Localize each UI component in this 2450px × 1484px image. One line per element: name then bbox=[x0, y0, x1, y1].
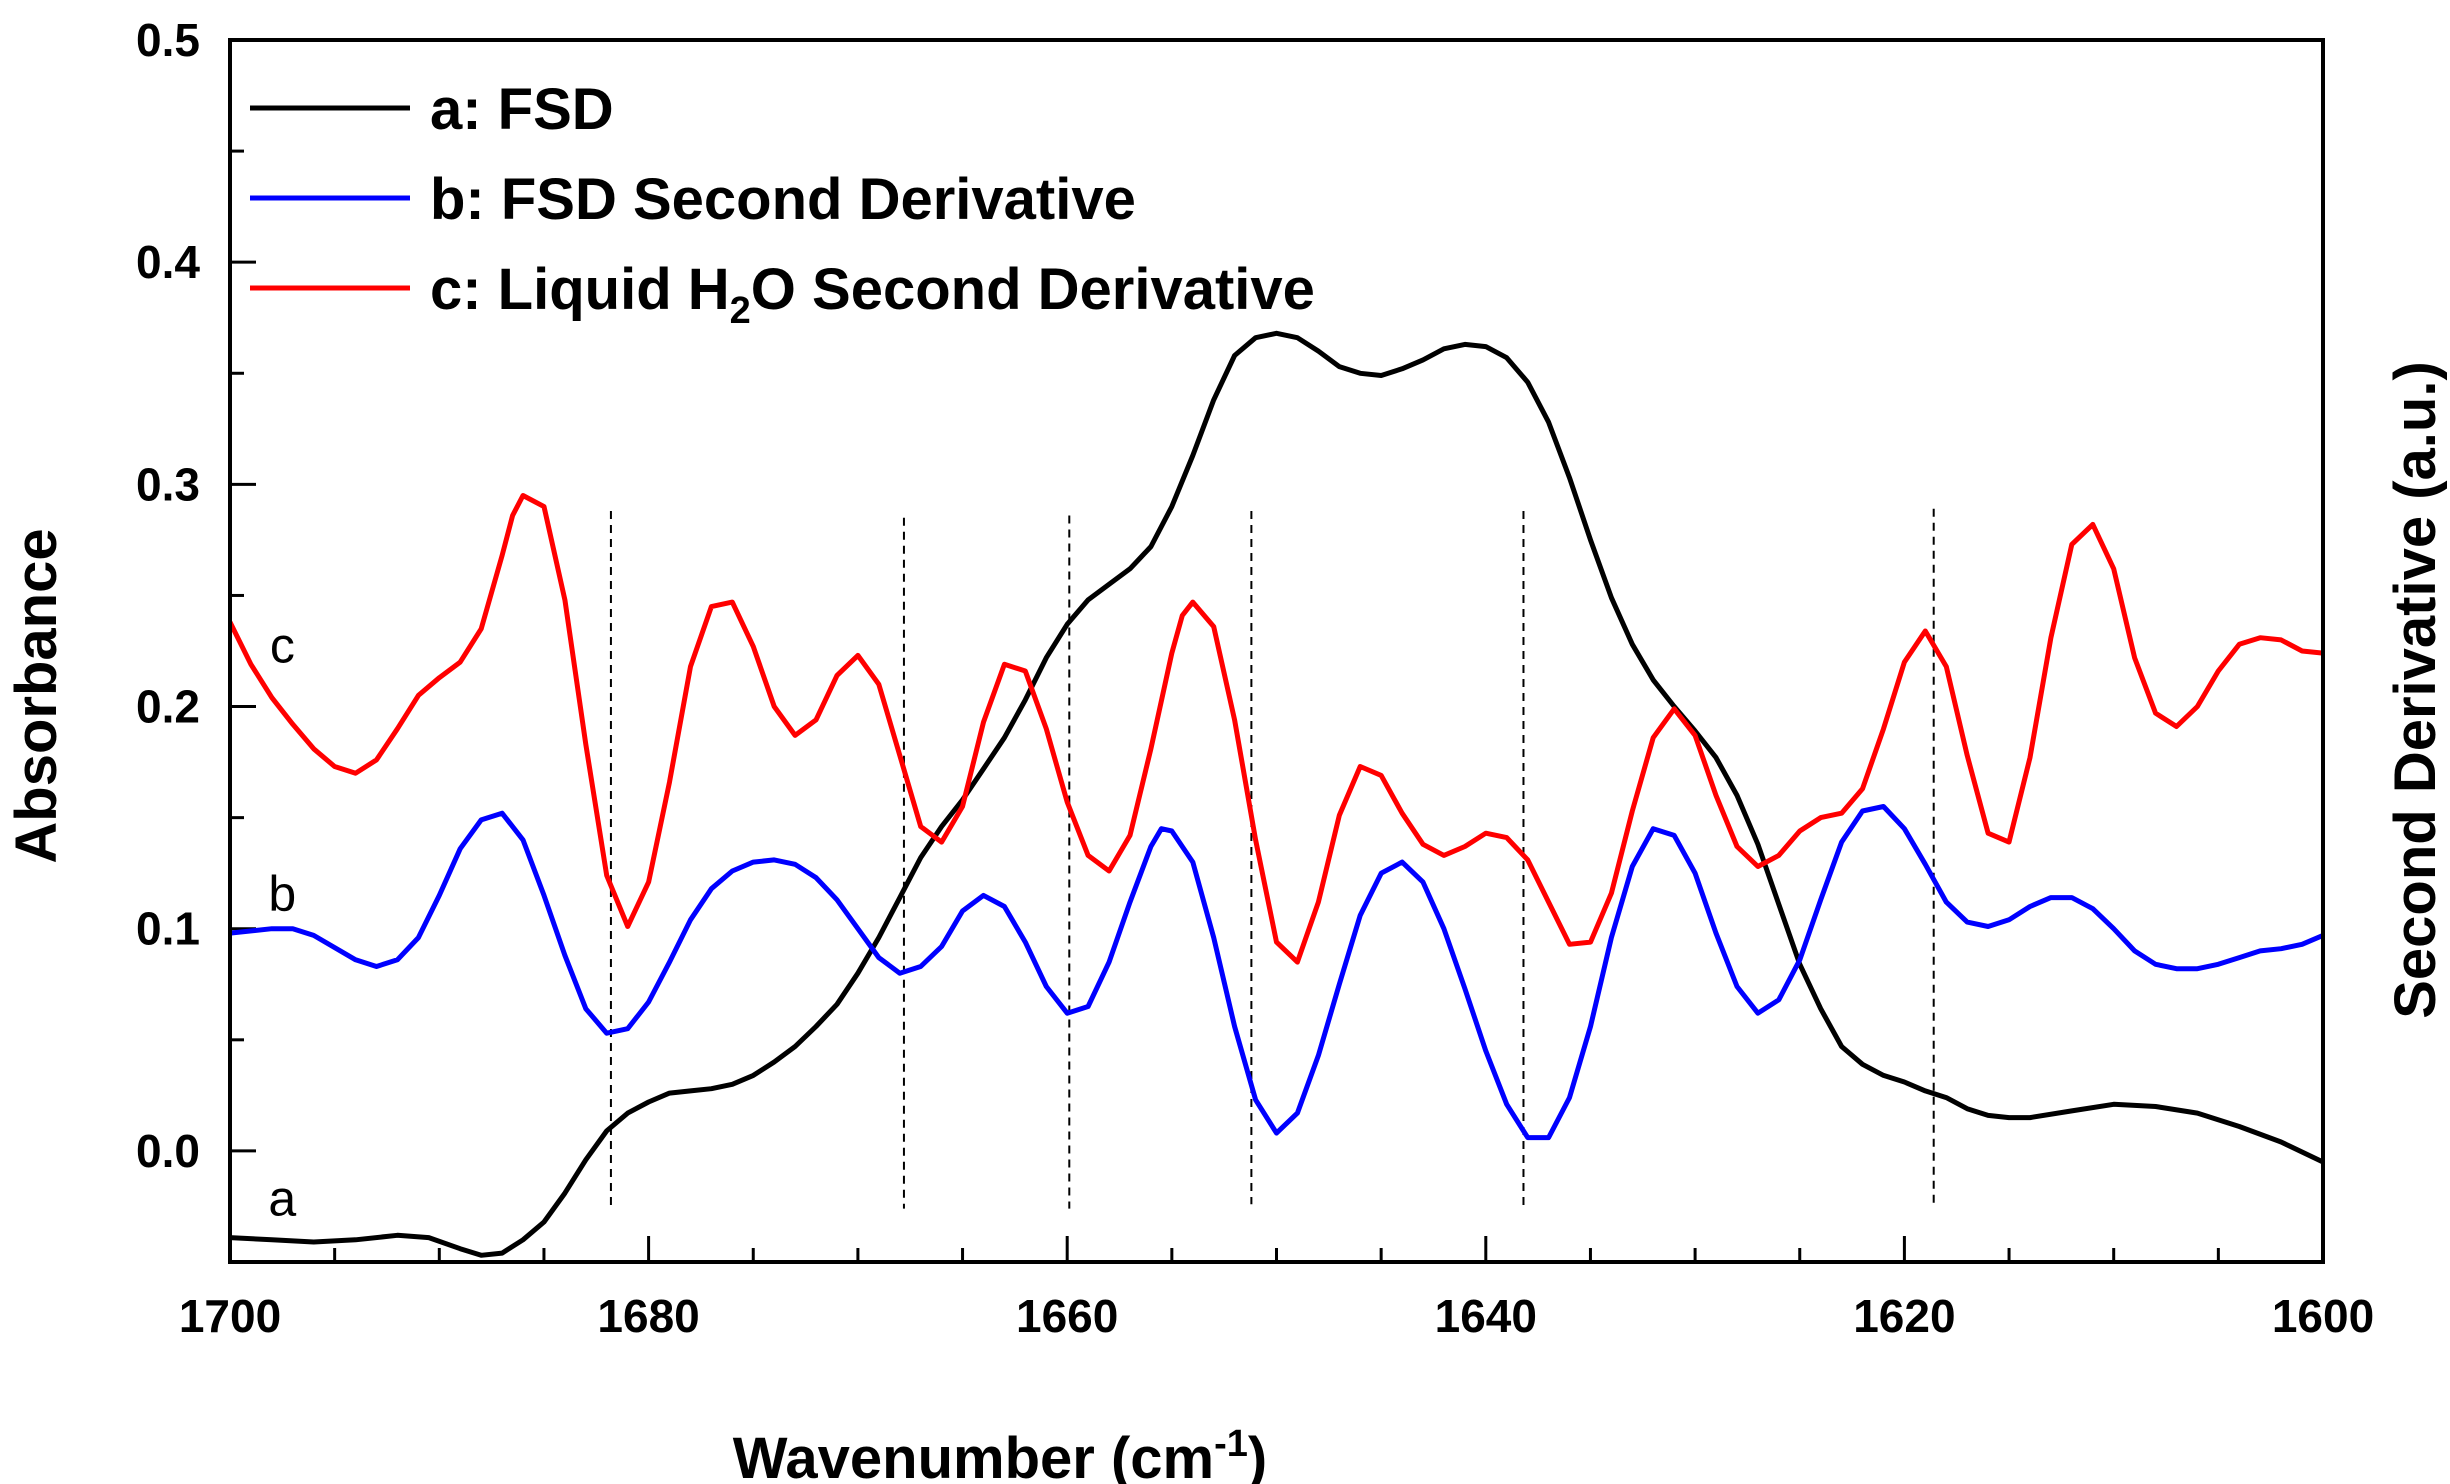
legend-item-c-label: c: Liquid H2O Second Derivative bbox=[430, 257, 1315, 332]
y-tick-label: 0.5 bbox=[136, 14, 200, 66]
x-tick-label: 1640 bbox=[1435, 1290, 1537, 1342]
plot-frame bbox=[228, 38, 2325, 1264]
x-axis-title-main: Wavenumber (cm bbox=[733, 1426, 1214, 1484]
series-lines bbox=[230, 330, 2323, 1258]
minor-ticks bbox=[230, 149, 2220, 1264]
y-tick-labels: 0.0 0.1 0.2 0.3 0.4 0.5 bbox=[136, 14, 200, 1177]
y-axis-title-left: Absorbance bbox=[4, 528, 69, 863]
y-tick-label: 0.3 bbox=[136, 458, 200, 510]
y-tick-label: 0.0 bbox=[136, 1125, 200, 1177]
x-tick-label: 1660 bbox=[1016, 1290, 1118, 1342]
x-tick-label: 1700 bbox=[179, 1290, 281, 1342]
series-a-fsd bbox=[230, 330, 2323, 1258]
legend-item-a-label: a: FSD bbox=[430, 77, 614, 142]
series-c-water-second-derivative bbox=[230, 493, 2323, 965]
x-tick-label: 1620 bbox=[1853, 1290, 1955, 1342]
curve-label-a: a bbox=[268, 1171, 296, 1227]
y-tick-label: 0.2 bbox=[136, 681, 200, 733]
x-tick-labels: 1700 1680 1660 1640 1620 1600 bbox=[179, 1290, 2374, 1342]
curve-labels: c b a bbox=[268, 617, 296, 1226]
y-axis-title-right: Second Derivative (a.u.) bbox=[2383, 361, 2448, 1019]
marker-lines bbox=[609, 508, 1935, 1209]
y-tick-label: 0.4 bbox=[136, 236, 200, 288]
legend: a: FSD b: FSD Second Derivative c: Liquid … bbox=[250, 77, 1315, 332]
curve-label-c: c bbox=[270, 617, 295, 673]
legend-item-b-label: b: FSD Second Derivative bbox=[430, 167, 1136, 232]
x-axis-title-sup: -1 bbox=[1214, 1423, 1248, 1465]
series-b-fsd-second-derivative bbox=[230, 804, 2323, 1141]
x-axis-title: Wavenumber (cm-1) bbox=[733, 1423, 1267, 1484]
x-tick-label: 1680 bbox=[597, 1290, 699, 1342]
x-tick-label: 1600 bbox=[2272, 1290, 2374, 1342]
x-axis-title-end: ) bbox=[1248, 1426, 1267, 1484]
y-tick-label: 0.1 bbox=[136, 903, 200, 955]
curve-label-b: b bbox=[268, 866, 296, 922]
